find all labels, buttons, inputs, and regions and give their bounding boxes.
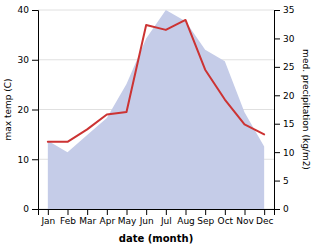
tick-label: Apr	[100, 216, 116, 226]
tick-mark	[107, 209, 108, 215]
x-axis-title: date (month)	[119, 233, 193, 244]
tick: Mar	[79, 209, 96, 226]
tick-label: Oct	[218, 216, 234, 226]
tick-label: 25	[283, 62, 294, 72]
tick-label: Jul	[160, 216, 172, 226]
tick-label: Aug	[177, 216, 195, 226]
tick: 5	[274, 176, 289, 186]
y2-axis: 0 5 10 15 20 25 30 35	[274, 5, 295, 214]
y-axis: 0 10 20 30 40	[18, 5, 39, 214]
tick-mark	[166, 209, 167, 215]
tick: Jul	[160, 209, 172, 226]
tick-label: May	[118, 216, 137, 226]
tick: Dec	[256, 209, 273, 226]
tick-mark	[127, 209, 128, 215]
tick: Apr	[100, 209, 116, 226]
area	[48, 10, 264, 209]
grid	[38, 10, 274, 209]
tick: Jan	[40, 209, 55, 226]
tick: 0	[23, 204, 38, 214]
tick-label: 0	[283, 204, 289, 214]
tick-mark	[274, 95, 280, 96]
tick: 10	[274, 148, 295, 158]
tick-mark	[32, 10, 38, 11]
tick-label: 5	[283, 176, 289, 186]
tick-label: Jan	[40, 216, 55, 226]
tick-label: 40	[18, 5, 30, 15]
tick-mark	[274, 209, 280, 210]
tick-mark	[274, 38, 280, 39]
tick-mark	[274, 67, 280, 68]
tick-mark	[205, 209, 206, 215]
tick: 25	[274, 62, 294, 72]
axis-line	[39, 210, 275, 216]
tick-mark	[68, 209, 69, 215]
axis-line	[275, 11, 281, 210]
tick-mark	[32, 60, 38, 61]
tick-mark	[32, 209, 38, 210]
grid-line	[38, 10, 274, 11]
y-axis-title: max temp (C)	[3, 78, 13, 140]
tick-label: 10	[283, 148, 295, 158]
tick-label: Sep	[197, 216, 214, 226]
tick-mark	[274, 152, 280, 153]
tick: 30	[274, 34, 295, 44]
tick-mark	[225, 209, 226, 215]
tick-mark	[32, 159, 38, 160]
plot: Jan FebMar AprMayJun Jul AugSep OctNovDec 0 10 2…	[3, 5, 311, 244]
tick-mark	[274, 124, 280, 125]
tick-label: Mar	[79, 216, 96, 226]
tick: Aug	[177, 209, 195, 226]
tick-label: 30	[18, 55, 30, 65]
tick: 0	[274, 204, 289, 214]
tick: 30	[18, 55, 38, 65]
tick: 15	[274, 119, 294, 129]
tick-label: 20	[18, 105, 30, 115]
tick: Jun	[139, 209, 154, 226]
axis-line	[32, 11, 39, 210]
tick-mark	[146, 209, 147, 215]
tick-label: 0	[23, 204, 29, 214]
tick-label: Nov	[236, 216, 254, 226]
tick-mark	[274, 181, 280, 182]
tick-label: 15	[283, 119, 294, 129]
tick-label: 30	[283, 34, 295, 44]
tick: 10	[18, 155, 38, 165]
tick-mark	[245, 209, 246, 215]
tick-label: Dec	[256, 216, 273, 226]
tick: 20	[18, 105, 38, 115]
tick: 20	[274, 91, 295, 101]
tick-mark	[186, 209, 187, 215]
tick-label: Feb	[60, 216, 76, 226]
tick: Sep	[197, 209, 214, 226]
y2-axis-title: med. precipitation (kg/m2)	[301, 49, 311, 170]
tick: 40	[18, 5, 38, 15]
x-axis: Jan FebMar AprMayJun Jul AugSep OctNovDec	[39, 209, 275, 226]
tick-mark	[87, 209, 88, 215]
tick-mark	[32, 110, 38, 111]
marks	[48, 10, 264, 209]
tick: Nov	[236, 209, 254, 226]
tick-mark	[48, 209, 49, 215]
tick-mark	[274, 10, 280, 11]
line	[48, 20, 264, 142]
tick: May	[118, 209, 137, 226]
tick: Feb	[60, 209, 76, 226]
tick-label: 20	[283, 91, 295, 101]
tick: Oct	[218, 209, 234, 226]
tick-label: 35	[283, 5, 294, 15]
tick-label: 10	[18, 155, 30, 165]
tick: 35	[274, 5, 294, 15]
tick-label: Jun	[139, 216, 154, 226]
chart: Jan FebMar AprMayJun Jul AugSep OctNovDec 0 10 2…	[0, 0, 318, 247]
tick-mark	[264, 209, 265, 215]
